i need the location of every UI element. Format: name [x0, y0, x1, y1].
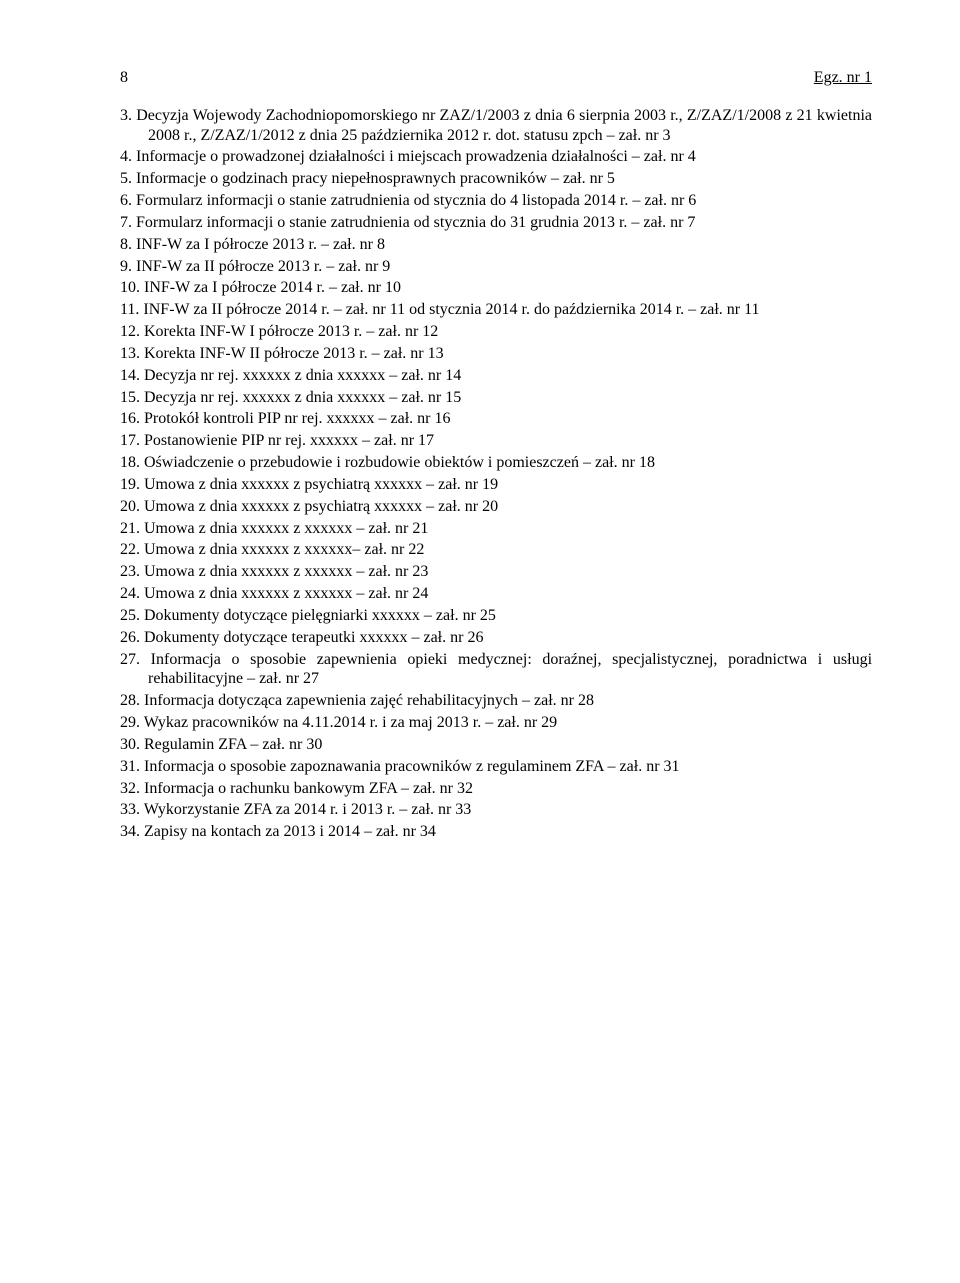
list-item-text: Decyzja Wojewody Zachodniopomorskiego nr…: [136, 107, 872, 144]
list-item: Informacja o rachunku bankowym ZFA – zał…: [120, 779, 872, 799]
list-item-text: INF-W za II półrocze 2013 r. – zał. nr 9: [136, 258, 390, 275]
list-item: Informacja o sposobie zapewnienia opieki…: [120, 650, 872, 690]
list-item-text: Informacja o sposobie zapoznawania praco…: [144, 758, 680, 775]
list-item: Protokół kontroli PIP nr rej. xxxxxx – z…: [120, 409, 872, 429]
list-item-text: Umowa z dnia xxxxxx z xxxxxx – zał. nr 2…: [144, 585, 428, 602]
list-item: Korekta INF-W I półrocze 2013 r. – zał. …: [120, 322, 872, 342]
list-item-text: Regulamin ZFA – zał. nr 30: [144, 736, 322, 753]
list-item-text: INF-W za I półrocze 2014 r. – zał. nr 10: [144, 279, 401, 296]
list-item-text: Oświadczenie o przebudowie i rozbudowie …: [144, 454, 655, 471]
list-item-text: Informacja dotycząca zapewnienia zajęć r…: [144, 692, 594, 709]
list-item-text: Postanowienie PIP nr rej. xxxxxx – zał. …: [144, 432, 434, 449]
list-item-text: Zapisy na kontach za 2013 i 2014 – zał. …: [144, 823, 436, 840]
list-item: Decyzja nr rej. xxxxxx z dnia xxxxxx – z…: [120, 388, 872, 408]
list-item: Informacje o prowadzonej działalności i …: [120, 147, 872, 167]
list-item-text: Wykaz pracowników na 4.11.2014 r. i za m…: [144, 714, 557, 731]
list-item-text: Informacje o godzinach pracy niepełnospr…: [136, 170, 615, 187]
list-item: Umowa z dnia xxxxxx z xxxxxx – zał. nr 2…: [120, 519, 872, 539]
list-item-text: Decyzja nr rej. xxxxxx z dnia xxxxxx – z…: [144, 389, 461, 406]
list-item-text: Umowa z dnia xxxxxx z xxxxxx – zał. nr 2…: [144, 563, 428, 580]
list-item: Decyzja Wojewody Zachodniopomorskiego nr…: [120, 106, 872, 146]
list-item: INF-W za II półrocze 2013 r. – zał. nr 9: [120, 257, 872, 277]
list-item-text: Protokół kontroli PIP nr rej. xxxxxx – z…: [144, 410, 451, 427]
list-item-text: Informacje o prowadzonej działalności i …: [136, 148, 696, 165]
list-item-text: Umowa z dnia xxxxxx z xxxxxx– zał. nr 22: [144, 541, 424, 558]
list-item: Postanowienie PIP nr rej. xxxxxx – zał. …: [120, 431, 872, 451]
list-item: INF-W za II półrocze 2014 r. – zał. nr 1…: [120, 300, 872, 320]
attachment-list: Decyzja Wojewody Zachodniopomorskiego nr…: [120, 106, 872, 842]
list-item-text: Umowa z dnia xxxxxx z psychiatrą xxxxxx …: [144, 498, 498, 515]
list-item-text: Umowa z dnia xxxxxx z psychiatrą xxxxxx …: [144, 476, 498, 493]
list-item-text: Korekta INF-W I półrocze 2013 r. – zał. …: [144, 323, 438, 340]
list-item-text: Informacja o sposobie zapewnienia opieki…: [148, 651, 872, 688]
list-item: Umowa z dnia xxxxxx z xxxxxx – zał. nr 2…: [120, 562, 872, 582]
list-item: Korekta INF-W II półrocze 2013 r. – zał.…: [120, 344, 872, 364]
list-item: Zapisy na kontach za 2013 i 2014 – zał. …: [120, 822, 872, 842]
page-number: 8: [120, 68, 128, 88]
list-item: Formularz informacji o stanie zatrudnien…: [120, 191, 872, 211]
list-item: Dokumenty dotyczące pielęgniarki xxxxxx …: [120, 606, 872, 626]
list-item-text: Wykorzystanie ZFA za 2014 r. i 2013 r. –…: [144, 801, 472, 818]
list-item: Umowa z dnia xxxxxx z xxxxxx – zał. nr 2…: [120, 584, 872, 604]
list-item: Informacja dotycząca zapewnienia zajęć r…: [120, 691, 872, 711]
list-item-text: Dokumenty dotyczące pielęgniarki xxxxxx …: [144, 607, 496, 624]
list-item-text: Dokumenty dotyczące terapeutki xxxxxx – …: [144, 629, 483, 646]
list-item-text: Decyzja nr rej. xxxxxx z dnia xxxxxx – z…: [144, 367, 461, 384]
list-item: Umowa z dnia xxxxxx z psychiatrą xxxxxx …: [120, 475, 872, 495]
list-item: Oświadczenie o przebudowie i rozbudowie …: [120, 453, 872, 473]
list-item: Informacja o sposobie zapoznawania praco…: [120, 757, 872, 777]
list-item-text: Informacja o rachunku bankowym ZFA – zał…: [144, 780, 473, 797]
list-item-text: INF-W za I półrocze 2013 r. – zał. nr 8: [136, 236, 385, 253]
list-item: Decyzja nr rej. xxxxxx z dnia xxxxxx – z…: [120, 366, 872, 386]
list-item-text: Formularz informacji o stanie zatrudnien…: [136, 192, 696, 209]
page-header: 8 Egz. nr 1: [120, 68, 872, 88]
list-item: Wykorzystanie ZFA za 2014 r. i 2013 r. –…: [120, 800, 872, 820]
document-copy-id: Egz. nr 1: [814, 68, 872, 88]
list-item: Umowa z dnia xxxxxx z xxxxxx– zał. nr 22: [120, 540, 872, 560]
list-item-text: Umowa z dnia xxxxxx z xxxxxx – zał. nr 2…: [144, 520, 428, 537]
list-item-text: Formularz informacji o stanie zatrudnien…: [136, 214, 695, 231]
list-item: INF-W za I półrocze 2013 r. – zał. nr 8: [120, 235, 872, 255]
list-item: Informacje o godzinach pracy niepełnospr…: [120, 169, 872, 189]
list-item: Formularz informacji o stanie zatrudnien…: [120, 213, 872, 233]
list-item-text: Korekta INF-W II półrocze 2013 r. – zał.…: [144, 345, 444, 362]
list-item: Regulamin ZFA – zał. nr 30: [120, 735, 872, 755]
list-item: Wykaz pracowników na 4.11.2014 r. i za m…: [120, 713, 872, 733]
list-item-text: INF-W za II półrocze 2014 r. – zał. nr 1…: [143, 301, 759, 318]
list-item: Dokumenty dotyczące terapeutki xxxxxx – …: [120, 628, 872, 648]
list-item: INF-W za I półrocze 2014 r. – zał. nr 10: [120, 278, 872, 298]
list-item: Umowa z dnia xxxxxx z psychiatrą xxxxxx …: [120, 497, 872, 517]
